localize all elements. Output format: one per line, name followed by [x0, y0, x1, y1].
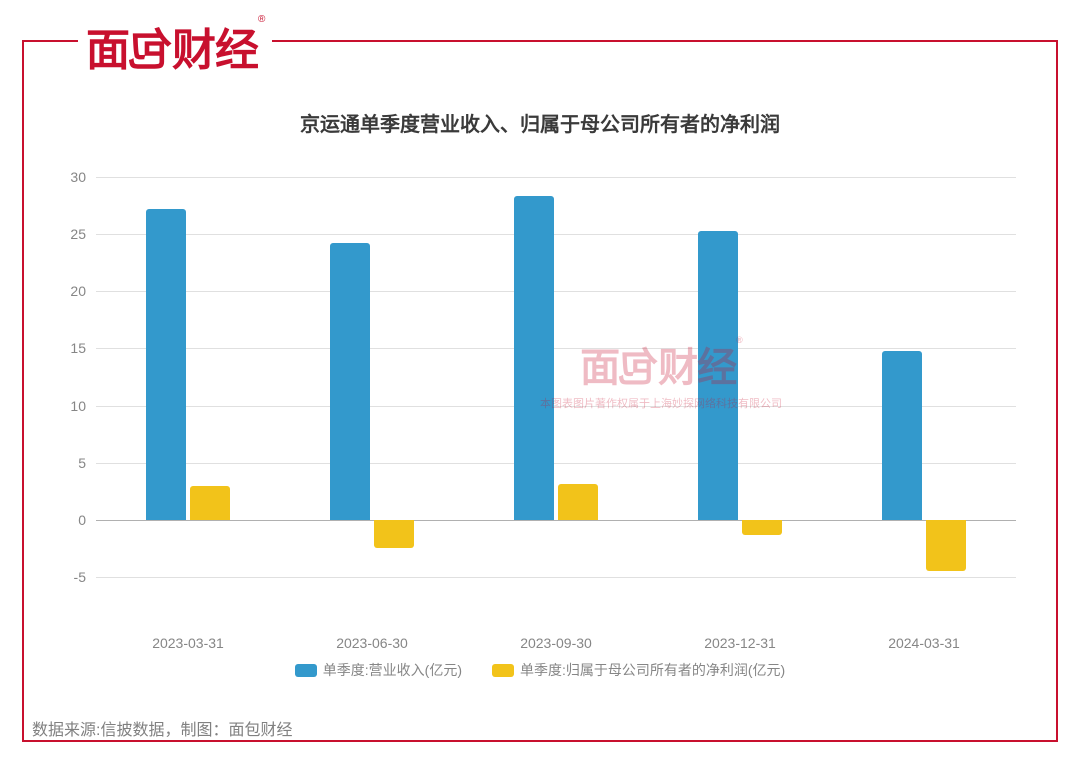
legend-swatch [295, 664, 317, 677]
bar [190, 486, 230, 520]
y-tick-label: 30 [70, 169, 86, 185]
watermark-registered: ® [736, 335, 742, 345]
registered-mark: ® [258, 14, 264, 25]
y-tick-label: 20 [70, 283, 86, 299]
data-source: 数据来源:信披数据，制图：面包财经 [32, 716, 292, 740]
bar [374, 520, 414, 549]
y-tick-label: -5 [74, 569, 86, 585]
gridline [96, 577, 1016, 578]
y-tick-label: 10 [70, 398, 86, 414]
chart-legend: 单季度:营业收入(亿元) 单季度:归属于母公司所有者的净利润(亿元) [0, 660, 1080, 680]
legend-label: 单季度:归属于母公司所有者的净利润(亿元) [520, 660, 785, 680]
y-tick-label: 0 [78, 512, 86, 528]
bar [330, 243, 370, 520]
x-tick-label: 2023-09-30 [520, 635, 592, 651]
gridline [96, 177, 1016, 178]
gridline [96, 463, 1016, 464]
watermark-logo: 面包财经® [540, 335, 782, 393]
watermark: 面包财经® 本图表图片著作权属于上海妙探网络科技有限公司 [540, 335, 782, 411]
bar [882, 351, 922, 520]
x-tick-label: 2023-12-31 [704, 635, 776, 651]
bar [558, 484, 598, 519]
legend-label: 单季度:营业收入(亿元) [323, 660, 462, 680]
legend-swatch [492, 664, 514, 677]
gridline [96, 291, 1016, 292]
x-tick-label: 2023-06-30 [336, 635, 408, 651]
brand-logo: 面包财经® [78, 14, 272, 78]
chart-title: 京运通单季度营业收入、归属于母公司所有者的净利润 [0, 108, 1080, 137]
watermark-logo-text: 面包财经 [580, 346, 736, 390]
legend-item: 单季度:归属于母公司所有者的净利润(亿元) [492, 660, 785, 680]
legend-item: 单季度:营业收入(亿元) [295, 660, 462, 680]
bar [146, 209, 186, 520]
gridline [96, 234, 1016, 235]
x-tick-label: 2024-03-31 [888, 635, 960, 651]
y-tick-label: 5 [78, 455, 86, 471]
watermark-subtext: 本图表图片著作权属于上海妙探网络科技有限公司 [540, 395, 782, 411]
gridline [96, 520, 1016, 522]
brand-logo-text: 面包财经 [86, 26, 258, 75]
bar [742, 520, 782, 535]
bar [926, 520, 966, 571]
y-tick-label: 15 [70, 340, 86, 356]
x-tick-label: 2023-03-31 [152, 635, 224, 651]
y-tick-label: 25 [70, 226, 86, 242]
